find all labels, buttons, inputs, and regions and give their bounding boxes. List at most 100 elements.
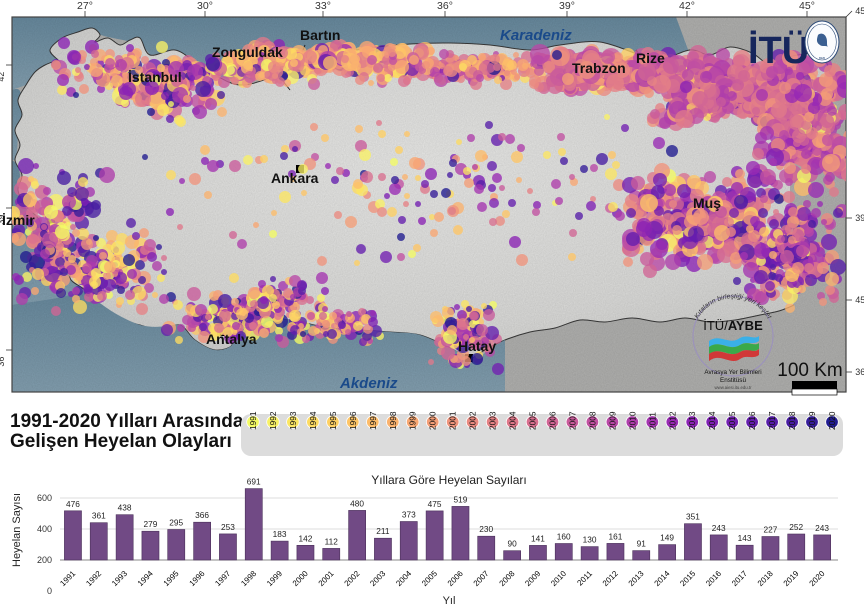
svg-text:1995: 1995 bbox=[162, 569, 181, 588]
svg-text:1999: 1999 bbox=[408, 411, 418, 430]
svg-text:143: 143 bbox=[738, 533, 752, 543]
svg-text:1994: 1994 bbox=[136, 569, 155, 588]
svg-text:1999: 1999 bbox=[265, 569, 284, 588]
svg-text:2001: 2001 bbox=[317, 569, 336, 588]
svg-text:Yıllara Göre Heyelan Sayıları: Yıllara Göre Heyelan Sayıları bbox=[371, 473, 526, 487]
svg-text:Ankara: Ankara bbox=[271, 170, 319, 186]
svg-text:2007: 2007 bbox=[567, 411, 577, 430]
svg-text:45°: 45° bbox=[855, 295, 864, 305]
svg-text:149: 149 bbox=[660, 533, 674, 543]
svg-text:1994: 1994 bbox=[308, 411, 318, 430]
svg-text:100 Km: 100 Km bbox=[777, 360, 842, 381]
svg-text:1993: 1993 bbox=[110, 569, 129, 588]
svg-text:2000: 2000 bbox=[291, 569, 310, 588]
svg-text:438: 438 bbox=[118, 503, 132, 513]
svg-text:Yıl: Yıl bbox=[443, 595, 456, 607]
svg-text:361: 361 bbox=[92, 511, 106, 521]
svg-text:2002: 2002 bbox=[343, 569, 362, 588]
svg-text:475: 475 bbox=[428, 499, 442, 509]
svg-text:2001: 2001 bbox=[448, 411, 458, 430]
svg-text:2000: 2000 bbox=[428, 411, 438, 430]
svg-text:Avrasya Yer Bilimleri: Avrasya Yer Bilimleri bbox=[704, 369, 761, 376]
svg-text:1996: 1996 bbox=[348, 411, 358, 430]
svg-text:1997: 1997 bbox=[368, 411, 378, 430]
svg-text:1991-2020 Yılları Arasında: 1991-2020 Yılları Arasında bbox=[10, 411, 244, 432]
svg-text:2011: 2011 bbox=[575, 569, 594, 588]
svg-text:2019: 2019 bbox=[807, 411, 817, 430]
svg-text:91: 91 bbox=[637, 539, 647, 549]
svg-text:1998: 1998 bbox=[239, 569, 258, 588]
svg-text:141: 141 bbox=[531, 533, 545, 543]
svg-text:227: 227 bbox=[763, 525, 777, 535]
svg-text:2006: 2006 bbox=[446, 569, 465, 588]
svg-text:1993: 1993 bbox=[288, 411, 298, 430]
svg-text:45°: 45° bbox=[799, 0, 815, 12]
svg-text:2004: 2004 bbox=[508, 411, 518, 430]
svg-text:2004: 2004 bbox=[394, 569, 413, 588]
svg-text:1991: 1991 bbox=[248, 411, 258, 430]
svg-text:2009: 2009 bbox=[607, 411, 617, 430]
svg-text:2020: 2020 bbox=[827, 411, 837, 430]
svg-text:130: 130 bbox=[583, 535, 597, 545]
svg-text:230: 230 bbox=[479, 524, 493, 534]
svg-text:243: 243 bbox=[712, 523, 726, 533]
svg-text:İTÜ: İTÜ bbox=[748, 29, 809, 72]
svg-text:161: 161 bbox=[608, 531, 622, 541]
svg-text:Antalya: Antalya bbox=[206, 331, 257, 347]
svg-text:2005: 2005 bbox=[528, 411, 538, 430]
svg-text:1995: 1995 bbox=[328, 411, 338, 430]
svg-text:2005: 2005 bbox=[420, 569, 439, 588]
svg-text:2014: 2014 bbox=[653, 569, 672, 588]
svg-text:243: 243 bbox=[815, 523, 829, 533]
svg-text:2012: 2012 bbox=[667, 411, 677, 430]
svg-text:366: 366 bbox=[195, 510, 209, 520]
svg-text:2003: 2003 bbox=[368, 569, 387, 588]
svg-text:2020: 2020 bbox=[808, 569, 827, 588]
svg-text:İTÜ/AYBE: İTÜ/AYBE bbox=[703, 318, 763, 333]
svg-text:200: 200 bbox=[37, 555, 52, 565]
svg-text:2003: 2003 bbox=[488, 411, 498, 430]
svg-text:Rize: Rize bbox=[636, 50, 665, 66]
svg-text:279: 279 bbox=[143, 519, 157, 529]
svg-text:2015: 2015 bbox=[678, 569, 697, 588]
svg-text:2009: 2009 bbox=[523, 569, 542, 588]
svg-text:1991: 1991 bbox=[58, 569, 77, 588]
svg-text:Trabzon: Trabzon bbox=[572, 60, 626, 76]
svg-text:351: 351 bbox=[686, 512, 700, 522]
svg-text:252: 252 bbox=[789, 522, 803, 532]
svg-text:2016: 2016 bbox=[704, 569, 723, 588]
svg-text:2017: 2017 bbox=[767, 411, 777, 430]
svg-text:1997: 1997 bbox=[213, 569, 232, 588]
svg-text:1992: 1992 bbox=[84, 569, 103, 588]
svg-text:2013: 2013 bbox=[627, 569, 646, 588]
svg-text:27°: 27° bbox=[77, 0, 93, 12]
svg-text:Akdeniz: Akdeniz bbox=[339, 375, 398, 392]
svg-text:480: 480 bbox=[350, 498, 364, 508]
svg-text:36°: 36° bbox=[855, 367, 864, 377]
svg-text:www.aiesi.itu.edu.tr: www.aiesi.itu.edu.tr bbox=[714, 385, 752, 390]
svg-text:Zonguldak: Zonguldak bbox=[212, 44, 283, 60]
svg-text:2007: 2007 bbox=[472, 569, 491, 588]
svg-text:400: 400 bbox=[37, 524, 52, 534]
svg-text:112: 112 bbox=[325, 536, 339, 546]
svg-text:600: 600 bbox=[37, 493, 52, 503]
svg-text:142: 142 bbox=[298, 533, 312, 543]
svg-text:42°: 42° bbox=[0, 68, 6, 82]
svg-text:Enstitüsü: Enstitüsü bbox=[720, 377, 746, 384]
svg-text:373: 373 bbox=[402, 510, 416, 520]
svg-text:Bartın: Bartın bbox=[300, 27, 340, 43]
svg-text:BEB: BEB bbox=[819, 56, 825, 60]
svg-text:39°: 39° bbox=[559, 0, 575, 12]
svg-text:476: 476 bbox=[66, 499, 80, 509]
svg-text:691: 691 bbox=[247, 477, 261, 487]
svg-text:2008: 2008 bbox=[498, 569, 517, 588]
svg-text:Karadeniz: Karadeniz bbox=[500, 27, 572, 44]
svg-text:2018: 2018 bbox=[787, 411, 797, 430]
svg-text:42°: 42° bbox=[679, 0, 695, 12]
svg-text:36°: 36° bbox=[437, 0, 453, 12]
svg-text:39°: 39° bbox=[855, 213, 864, 223]
svg-text:30°: 30° bbox=[197, 0, 213, 12]
svg-text:90: 90 bbox=[507, 539, 517, 549]
svg-text:2002: 2002 bbox=[468, 411, 478, 430]
svg-text:0: 0 bbox=[47, 586, 52, 596]
